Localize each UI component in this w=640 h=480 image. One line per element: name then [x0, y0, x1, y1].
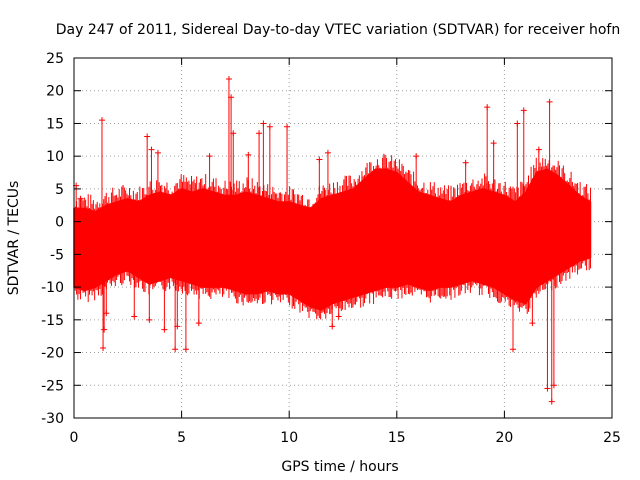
- data-point: [266, 123, 273, 130]
- data-point: [161, 326, 168, 333]
- y-tick-label: -20: [41, 346, 64, 362]
- y-tick-label: 15: [46, 116, 64, 132]
- data-point: [550, 382, 557, 389]
- data-point: [206, 153, 213, 160]
- data-point: [195, 320, 202, 327]
- data-point: [324, 149, 331, 156]
- data-point: [131, 313, 138, 320]
- data-point: [544, 385, 551, 392]
- y-tick-label: -5: [50, 247, 64, 263]
- data-point: [260, 120, 267, 127]
- y-tick-label: 10: [46, 149, 64, 165]
- data-point: [510, 346, 517, 353]
- data-point: [148, 146, 155, 153]
- data-point: [546, 98, 553, 105]
- data-point: [101, 326, 108, 333]
- data-point: [225, 75, 232, 82]
- data-point: [146, 316, 153, 323]
- x-tick-label: 5: [177, 430, 186, 446]
- data-point: [329, 323, 336, 330]
- data-point: [230, 130, 237, 137]
- y-tick-label: 0: [55, 215, 64, 231]
- x-tick-label: 10: [280, 430, 298, 446]
- y-tick-label: -25: [41, 378, 64, 394]
- chart-title: Day 247 of 2011, Sidereal Day-to-day VTE…: [56, 22, 620, 38]
- data-point: [103, 310, 110, 317]
- x-tick-label: 15: [388, 430, 406, 446]
- data-point: [245, 151, 252, 158]
- data-point: [316, 156, 323, 163]
- data-point: [174, 323, 181, 330]
- x-tick-label: 25: [603, 430, 621, 446]
- y-tick-label: 5: [55, 182, 64, 198]
- data-point: [335, 313, 342, 320]
- data-point: [490, 140, 497, 147]
- data-series: [73, 75, 592, 405]
- data-point: [77, 195, 84, 202]
- data-point: [100, 344, 107, 351]
- data-point: [484, 104, 491, 111]
- data-point: [520, 107, 527, 114]
- x-tick-label: 0: [70, 430, 79, 446]
- data-point: [548, 398, 555, 405]
- y-axis-label: SDTVAR / TECUs: [6, 181, 22, 296]
- data-point: [529, 320, 536, 327]
- data-point: [144, 133, 151, 140]
- plot-frame: [73, 57, 613, 419]
- y-tick-label: 20: [46, 84, 64, 100]
- y-tick-label: -15: [41, 313, 64, 329]
- data-point: [256, 130, 263, 137]
- data-point: [98, 117, 105, 124]
- data-point: [284, 123, 291, 130]
- x-tick-label: 20: [495, 430, 513, 446]
- data-point: [413, 153, 420, 160]
- data-point: [154, 149, 161, 156]
- y-tick-label: -10: [41, 280, 64, 296]
- data-point: [514, 120, 521, 127]
- x-axis-label: GPS time / hours: [281, 459, 398, 475]
- y-tick-label: 25: [46, 51, 64, 67]
- data-point: [535, 146, 542, 153]
- data-point: [172, 346, 179, 353]
- data-point: [462, 159, 469, 166]
- data-point: [228, 94, 235, 101]
- y-tick-label: -30: [41, 411, 64, 427]
- axis-ticks: 0 5 10 15 20 25 -30 -25 -20 -15 -10 -5 0 5 10 15 20 25: [41, 51, 621, 446]
- data-point: [182, 346, 189, 353]
